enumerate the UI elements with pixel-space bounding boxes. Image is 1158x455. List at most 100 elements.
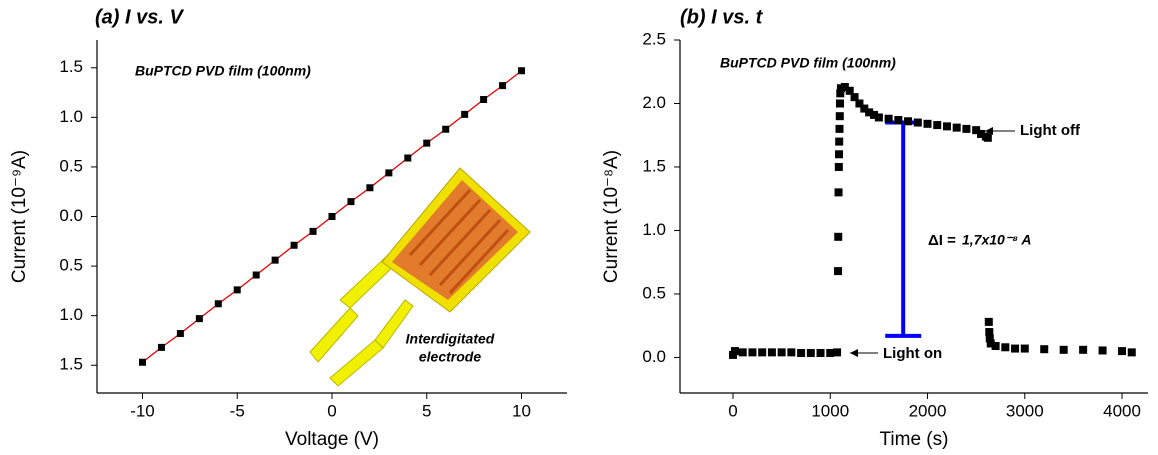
y-tick-label: 1.5 [59, 57, 83, 76]
data-point [834, 267, 843, 276]
data-point [985, 328, 994, 337]
data-point [834, 188, 843, 197]
y-tick-label: 2.0 [642, 93, 666, 112]
data-point [835, 124, 844, 133]
data-point [730, 347, 739, 356]
data-point [962, 124, 971, 133]
annotation: electrode [419, 349, 481, 365]
data-point [1118, 347, 1127, 356]
data-point [835, 137, 844, 146]
y-axis-label: Current (10⁻⁹A) [9, 150, 30, 283]
data-point [328, 213, 336, 220]
data-point [252, 271, 260, 279]
data-point [738, 348, 747, 357]
x-tick-label: 3000 [1006, 401, 1044, 420]
data-point [826, 349, 835, 358]
data-point [840, 82, 849, 91]
data-point [423, 139, 431, 147]
data-point [176, 330, 184, 338]
data-point [855, 99, 864, 108]
data-point [983, 133, 992, 142]
data-point [461, 110, 469, 118]
x-axis-label: Voltage (V) [285, 429, 379, 450]
data-point [860, 104, 869, 113]
chart-title: (b) I vs. t [680, 6, 764, 28]
y-tick-label: 0.5 [642, 283, 666, 302]
y-tick-label: 0.0 [59, 206, 83, 225]
x-tick-label: -10 [130, 401, 155, 420]
annotation: Interdigitated [406, 331, 495, 347]
data-point [777, 348, 786, 357]
data-point [991, 342, 1000, 351]
data-point [835, 150, 844, 159]
data-point [366, 184, 374, 192]
data-point [195, 315, 203, 323]
data-point [1011, 344, 1020, 353]
data-point [865, 108, 874, 117]
x-tick-label: 4000 [1103, 401, 1141, 420]
data-point [884, 114, 893, 123]
data-point [894, 115, 903, 124]
data-point [157, 343, 165, 351]
arrow-head [850, 349, 858, 357]
x-tick-label: 0 [728, 401, 737, 420]
data-point [835, 112, 844, 121]
data-point [767, 348, 776, 357]
data-point [913, 118, 922, 127]
y-tick-label: 1.5 [642, 156, 666, 175]
data-point [442, 125, 450, 133]
y-tick-label: 0.5 [59, 256, 83, 275]
data-point [1040, 345, 1049, 354]
data-point [233, 286, 241, 294]
electrode-lead [329, 339, 384, 387]
x-tick-label: 10 [512, 401, 531, 420]
data-point [347, 198, 355, 206]
x-tick-label: 5 [422, 401, 431, 420]
data-point [972, 126, 981, 135]
data-point [933, 121, 942, 130]
data-point [835, 99, 844, 108]
data-point [748, 348, 757, 357]
x-tick-label: 2000 [909, 401, 947, 420]
data-point [309, 227, 317, 235]
annotation: BuPTCD PVD film (100nm) [720, 55, 896, 71]
data-point [850, 93, 859, 102]
data-point [1020, 344, 1029, 353]
annotation: Light on [883, 345, 942, 362]
data-point [833, 348, 842, 357]
y-tick-label: 0.0 [642, 347, 666, 366]
data-point [923, 119, 932, 128]
data-point [870, 110, 879, 119]
data-point [787, 348, 796, 357]
x-tick-label: 1000 [811, 401, 849, 420]
data-point [271, 256, 279, 264]
data-point [499, 82, 507, 90]
data-point [977, 129, 986, 138]
data-point [1001, 343, 1010, 352]
delta-bracket [885, 120, 922, 338]
data-point [797, 349, 806, 358]
data-point [952, 123, 961, 132]
data-point [942, 122, 951, 131]
data-point [1098, 346, 1107, 355]
data-point [214, 300, 222, 308]
data-point [874, 113, 883, 122]
y-tick-label: 0.5 [59, 156, 83, 175]
data-point [904, 117, 913, 126]
electrode-film [392, 180, 518, 300]
data-point [984, 317, 993, 326]
data-point [385, 169, 393, 177]
y-tick-label: 2.5 [642, 29, 666, 48]
data-point [518, 67, 526, 75]
data-point [480, 95, 488, 103]
data-point [1127, 348, 1136, 357]
x-tick-label: 0 [327, 401, 336, 420]
y-tick-label: 1.0 [59, 305, 83, 324]
annotation: ΔI = [928, 232, 956, 249]
data-point [758, 348, 767, 357]
data-point [986, 339, 995, 348]
data-point [985, 334, 994, 343]
data-point [806, 349, 815, 358]
data-point [404, 154, 412, 162]
annotation: 1,7x10⁻⁸ A [962, 232, 1032, 248]
